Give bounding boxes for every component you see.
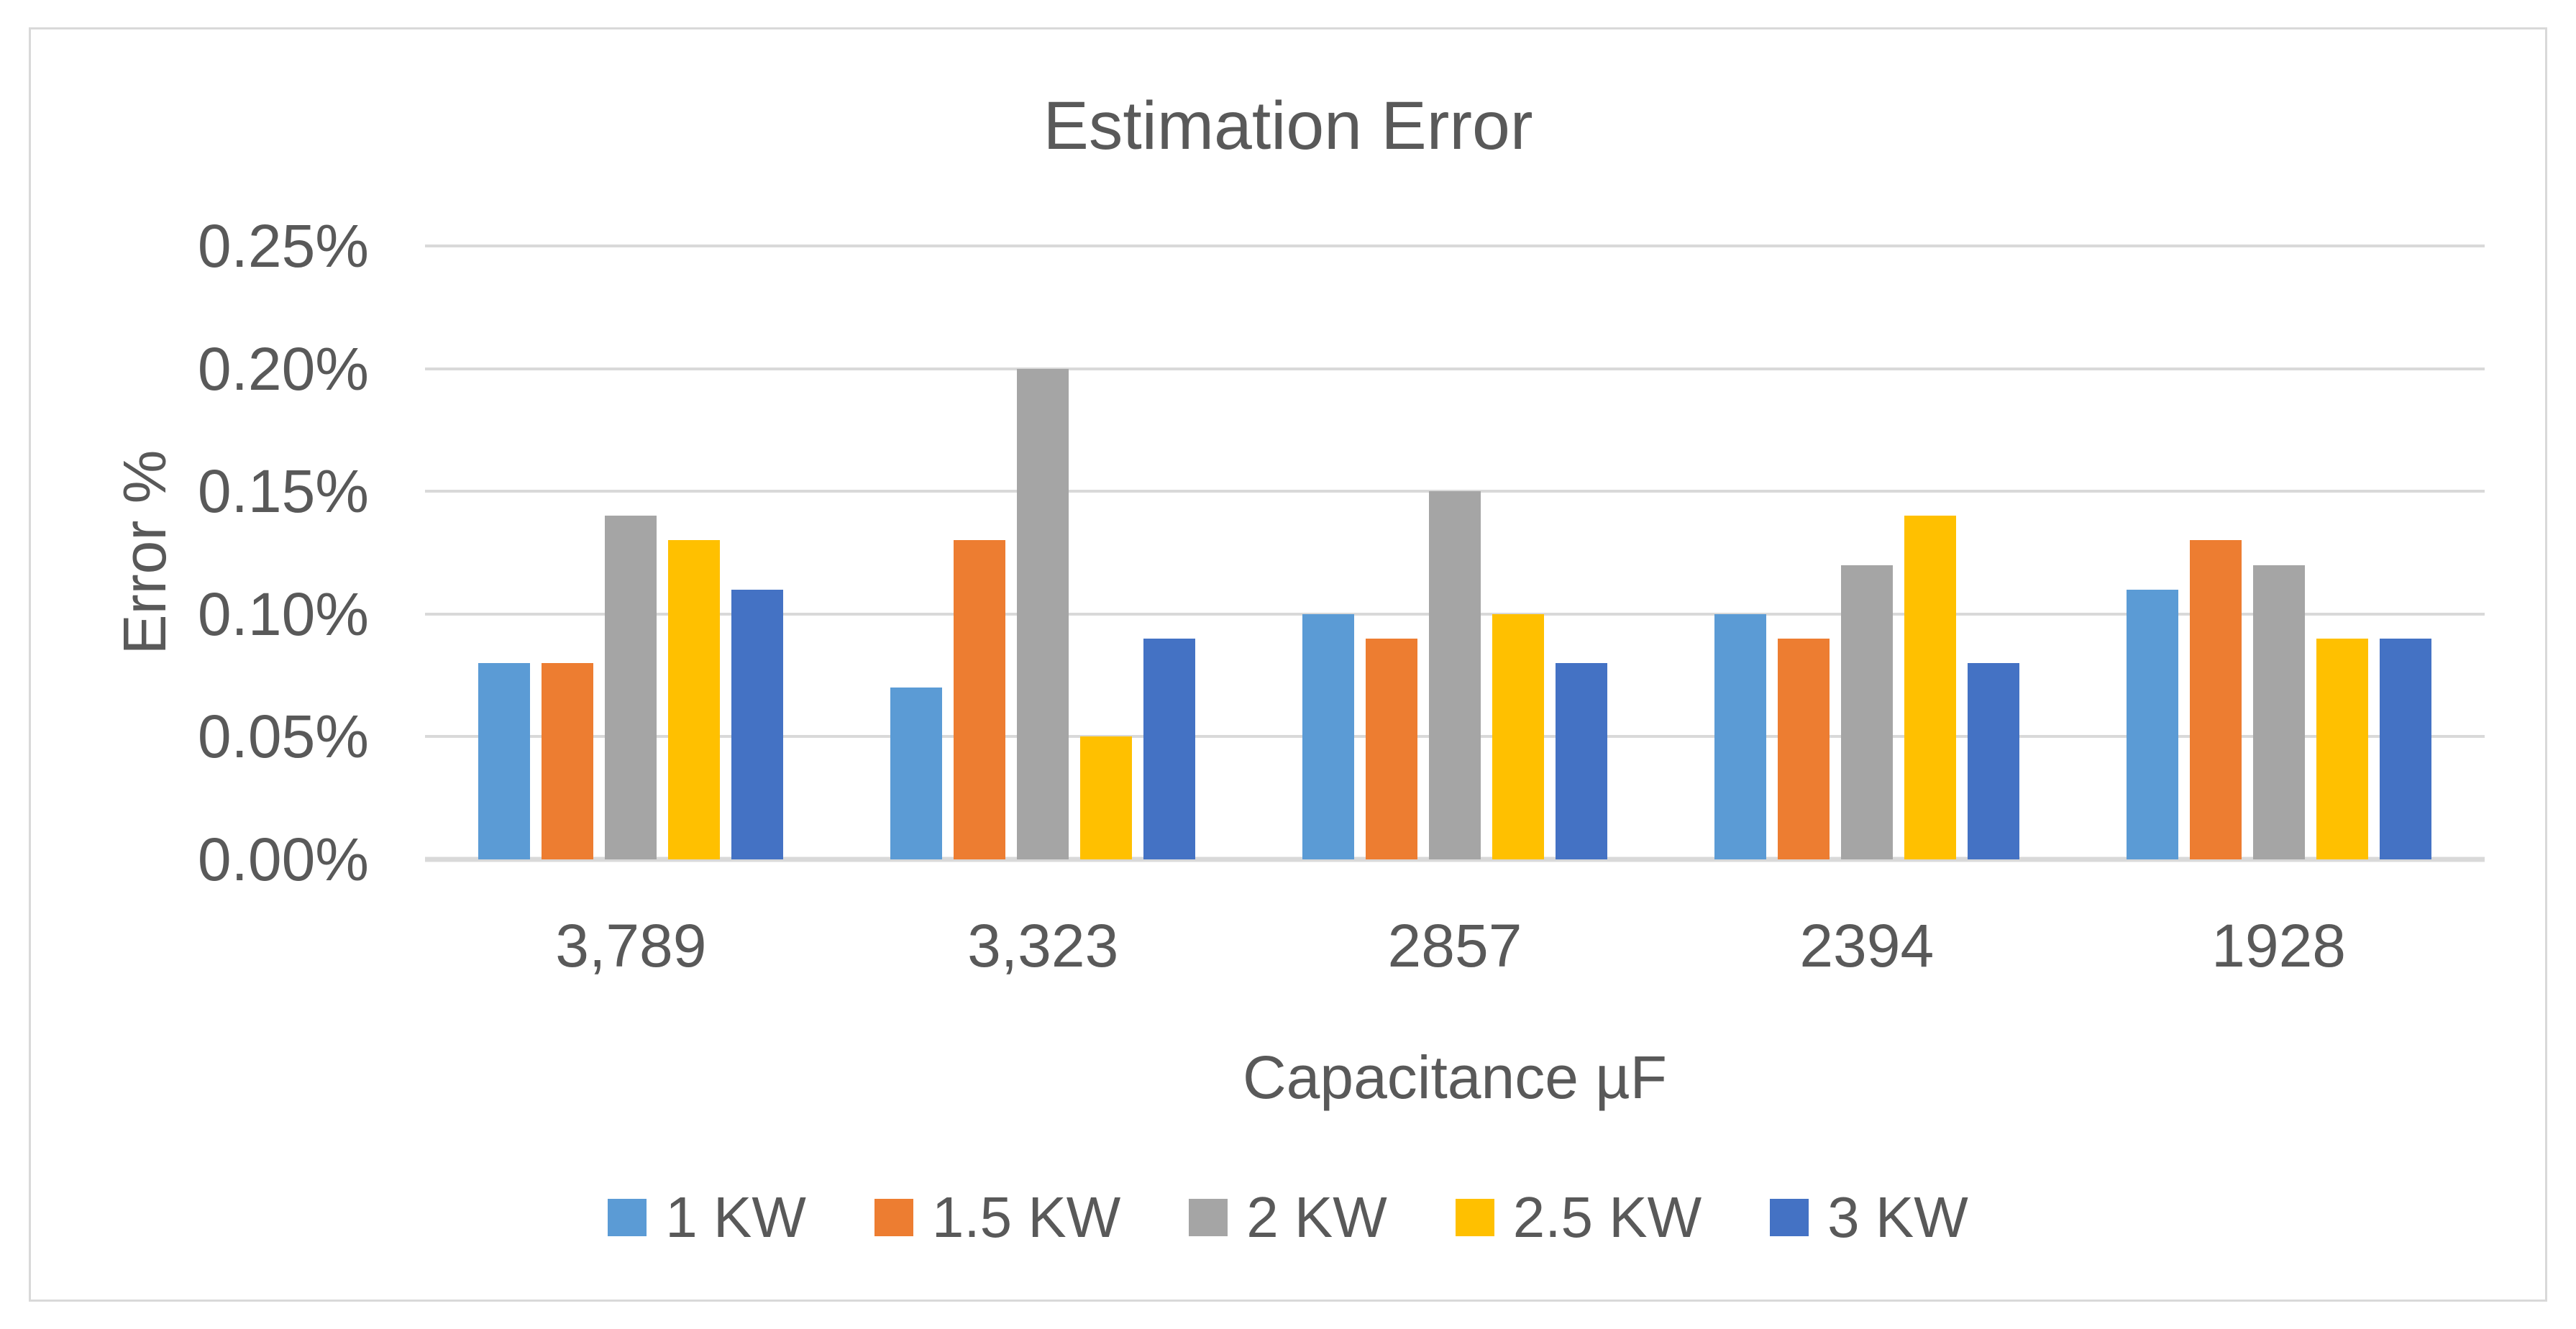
bar-1KW-3323 xyxy=(890,688,943,859)
bar-2.5KW-2857 xyxy=(1492,613,1544,859)
bar-group-1928 xyxy=(2073,246,2485,859)
y-tick-label: 0.20% xyxy=(197,334,369,403)
bar-3KW-3323 xyxy=(1143,638,1196,859)
y-tick-label: 0.25% xyxy=(197,212,369,280)
bar-group-3323 xyxy=(837,246,1249,859)
bar-1.5KW-2857 xyxy=(1365,638,1417,859)
legend-item-2KW: 2 KW xyxy=(1189,1186,1387,1249)
legend-marker-icon xyxy=(874,1199,913,1236)
bar-group-2394 xyxy=(1661,246,2073,859)
legend-marker-icon xyxy=(1455,1199,1494,1236)
y-tick-label: 0.05% xyxy=(197,703,369,771)
chart-title: Estimation Error xyxy=(1043,88,1533,164)
legend-item-2.5KW: 2.5 KW xyxy=(1455,1185,1702,1249)
bar-2.5KW-1928 xyxy=(2316,638,2368,859)
bar-1.5KW-3789 xyxy=(542,663,594,859)
legend-label: 2.5 KW xyxy=(1512,1185,1702,1249)
x-category-label: 1928 xyxy=(2211,912,2347,979)
gridline xyxy=(425,245,2485,247)
gridline xyxy=(425,490,2485,493)
legend-item-3KW: 3 KW xyxy=(1770,1186,1968,1249)
x-category-label: 3,323 xyxy=(967,912,1119,979)
bar-2KW-1928 xyxy=(2252,565,2305,859)
bar-1KW-2857 xyxy=(1302,613,1354,859)
legend-item-1KW: 1 KW xyxy=(608,1186,806,1249)
legend-label: 2 KW xyxy=(1246,1185,1387,1249)
bar-2.5KW-3789 xyxy=(668,540,721,859)
bar-1.5KW-1928 xyxy=(2189,540,2242,859)
bar-group-2857 xyxy=(1249,246,1661,859)
gridline xyxy=(425,367,2485,370)
x-axis-title: Capacitance µF xyxy=(1242,1043,1667,1111)
y-axis-labels: 0.25% 0.20% 0.15% 0.10% 0.05% 0.00% xyxy=(31,29,369,1300)
bar-1KW-3789 xyxy=(478,663,531,859)
legend-marker-icon xyxy=(1189,1199,1228,1236)
chart-frame: Estimation Error Error % 0.25% 0.20% 0.15%… xyxy=(29,27,2547,1302)
bar-1KW-2394 xyxy=(1714,613,1766,859)
x-axis-line xyxy=(425,857,2485,862)
bar-1KW-1928 xyxy=(2126,589,2178,859)
x-axis-labels: 3,789 3,323 2857 2394 1928 xyxy=(425,910,2485,982)
legend-marker-icon xyxy=(608,1199,647,1236)
x-category-label: 3,789 xyxy=(555,912,707,979)
bar-2.5KW-2394 xyxy=(1904,516,1956,859)
plot-area xyxy=(425,245,2485,862)
bar-3KW-2394 xyxy=(1967,663,2019,859)
y-tick-label: 0.00% xyxy=(197,826,369,893)
legend-label: 1 KW xyxy=(665,1185,806,1249)
bar-2KW-3789 xyxy=(605,516,657,859)
legend-label: 1.5 KW xyxy=(931,1185,1121,1249)
bar-2KW-3323 xyxy=(1017,368,1069,859)
bar-2KW-2857 xyxy=(1428,491,1481,859)
legend-marker-icon xyxy=(1770,1199,1809,1236)
bar-1.5KW-2394 xyxy=(1777,638,1830,859)
bar-group-3789 xyxy=(425,246,837,859)
bar-3KW-3789 xyxy=(731,589,784,859)
x-category-label: 2394 xyxy=(1799,912,1935,979)
legend: 1 KW 1.5 KW 2 KW 2.5 KW 3 KW xyxy=(31,1178,2545,1257)
legend-label: 3 KW xyxy=(1827,1185,1968,1249)
bar-2.5KW-3323 xyxy=(1080,736,1133,859)
bar-2KW-2394 xyxy=(1840,565,1893,859)
legend-item-1.5KW: 1.5 KW xyxy=(874,1186,1120,1249)
bar-3KW-2857 xyxy=(1555,663,1607,859)
y-tick-label: 0.15% xyxy=(197,457,369,526)
x-category-label: 2857 xyxy=(1387,912,1522,979)
bar-1.5KW-3323 xyxy=(954,540,1006,859)
bar-3KW-1928 xyxy=(2379,638,2431,859)
y-tick-label: 0.10% xyxy=(197,580,369,648)
